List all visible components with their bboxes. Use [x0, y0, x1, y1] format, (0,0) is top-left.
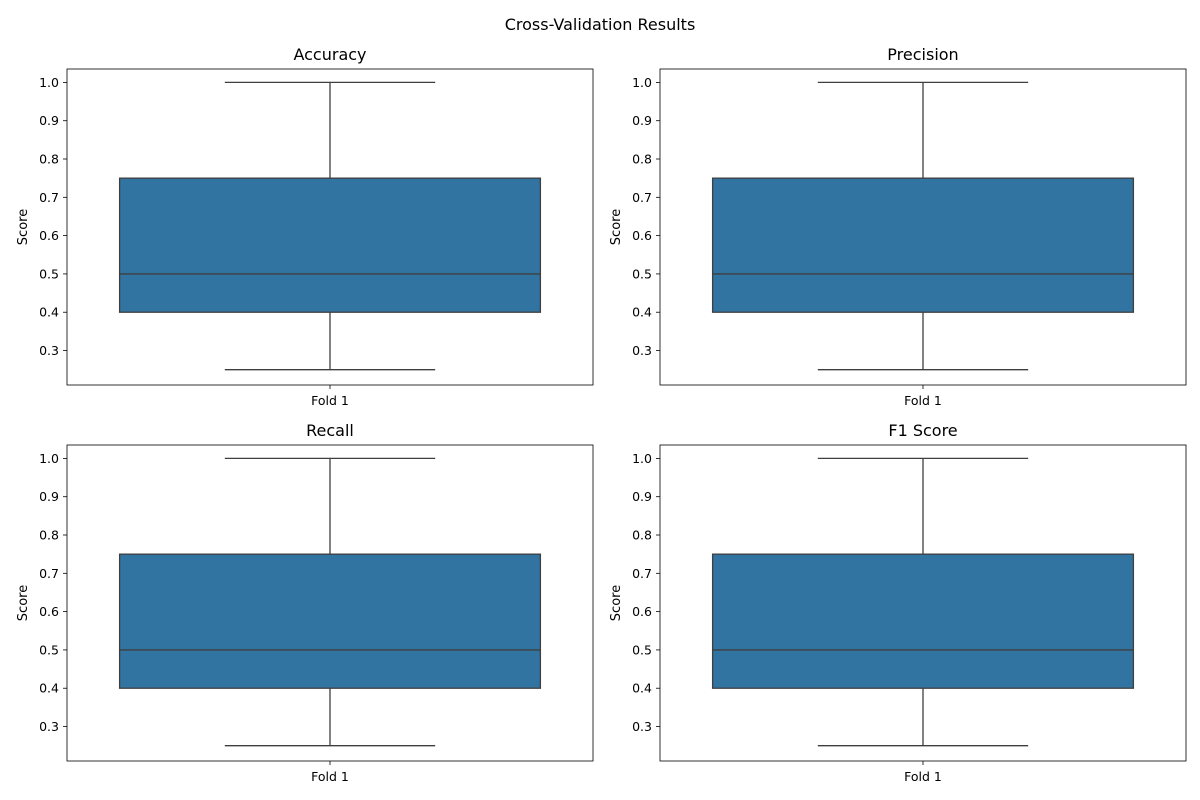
f1-score-y-tick-label: 0.4 [632, 681, 652, 696]
accuracy-x-tick-label: Fold 1 [311, 393, 349, 408]
accuracy-axes-frame [66, 68, 594, 386]
precision-y-axis-label: Score [609, 209, 624, 245]
precision-y-tick-label: 0.9 [632, 113, 652, 128]
recall-y-tick-label: 0.8 [39, 528, 59, 543]
accuracy-y-tick-label: 1.0 [39, 75, 59, 90]
f1-score-subplot: F1 Score Score 0.3 0.4 0.5 0.6 0.7 0.8 0.9 1.0 Fol… [609, 421, 1187, 784]
f1-score-y-tick-label: 0.5 [632, 642, 652, 657]
precision-y-tick-label: 0.6 [632, 228, 652, 243]
f1-score-y-tick-label: 0.8 [632, 528, 652, 543]
f1-score-y-axis-label: Score [609, 585, 624, 621]
f1-score-y-tick-label: 0.3 [632, 719, 652, 734]
accuracy-y-axis-label: Score [16, 209, 31, 245]
precision-y-tick-label: 0.5 [632, 266, 652, 281]
accuracy-title: Accuracy [293, 45, 366, 64]
recall-y-tick-label: 0.7 [39, 566, 59, 581]
accuracy-y-tick-label: 0.8 [39, 152, 59, 167]
recall-y-tick-label: 0.6 [39, 604, 59, 619]
f1-score-x-tick-label: Fold 1 [904, 769, 942, 784]
recall-title: Recall [306, 421, 354, 440]
recall-y-tick-label: 0.5 [39, 642, 59, 657]
precision-y-tick-label: 1.0 [632, 75, 652, 90]
accuracy-y-tick-label: 0.3 [39, 343, 59, 358]
accuracy-y-tick-label: 0.6 [39, 228, 59, 243]
precision-axes-frame [659, 68, 1187, 386]
accuracy-y-tick-label: 0.9 [39, 113, 59, 128]
recall-y-tick-label: 0.9 [39, 489, 59, 504]
f1-score-y-tick-label: 0.9 [632, 489, 652, 504]
f1-score-y-tick-label: 0.7 [632, 566, 652, 581]
precision-y-tick-label: 0.8 [632, 152, 652, 167]
f1-score-y-tick-label: 0.6 [632, 604, 652, 619]
f1-score-y-tick-label: 1.0 [632, 451, 652, 466]
recall-y-tick-label: 0.3 [39, 719, 59, 734]
precision-y-tick-label: 0.4 [632, 305, 652, 320]
recall-subplot: Recall Score 0.3 0.4 0.5 0.6 0.7 0.8 0.9 1.0 Fold … [16, 421, 594, 784]
recall-y-tick-label: 1.0 [39, 451, 59, 466]
precision-x-tick-label: Fold 1 [904, 393, 942, 408]
recall-box [118, 553, 542, 689]
f1-score-box [711, 553, 1135, 689]
f1-score-axes-frame [659, 444, 1187, 762]
precision-box [711, 177, 1135, 313]
precision-y-tick-label: 0.3 [632, 343, 652, 358]
accuracy-y-tick-label: 0.4 [39, 305, 59, 320]
figure-suptitle: Cross-Validation Results [505, 15, 696, 34]
f1-score-title: F1 Score [888, 421, 957, 440]
recall-y-tick-label: 0.4 [39, 681, 59, 696]
recall-axes-frame [66, 444, 594, 762]
accuracy-subplot: Accuracy Score 0.3 0.4 0.5 0.6 0.7 0.8 0.9 1.0 Fol… [16, 45, 594, 408]
recall-x-tick-label: Fold 1 [311, 769, 349, 784]
accuracy-y-tick-label: 0.5 [39, 266, 59, 281]
accuracy-y-tick-label: 0.7 [39, 190, 59, 205]
precision-title: Precision [887, 45, 958, 64]
accuracy-box [118, 177, 542, 313]
subplot-grid: Accuracy Score 0.3 0.4 0.5 0.6 0.7 0.8 0.9 1.0 Fol… [16, 45, 1187, 784]
recall-y-axis-label: Score [16, 585, 31, 621]
precision-subplot: Precision Score 0.3 0.4 0.5 0.6 0.7 0.8 0.9 1.0 Fo… [609, 45, 1187, 408]
precision-y-tick-label: 0.7 [632, 190, 652, 205]
